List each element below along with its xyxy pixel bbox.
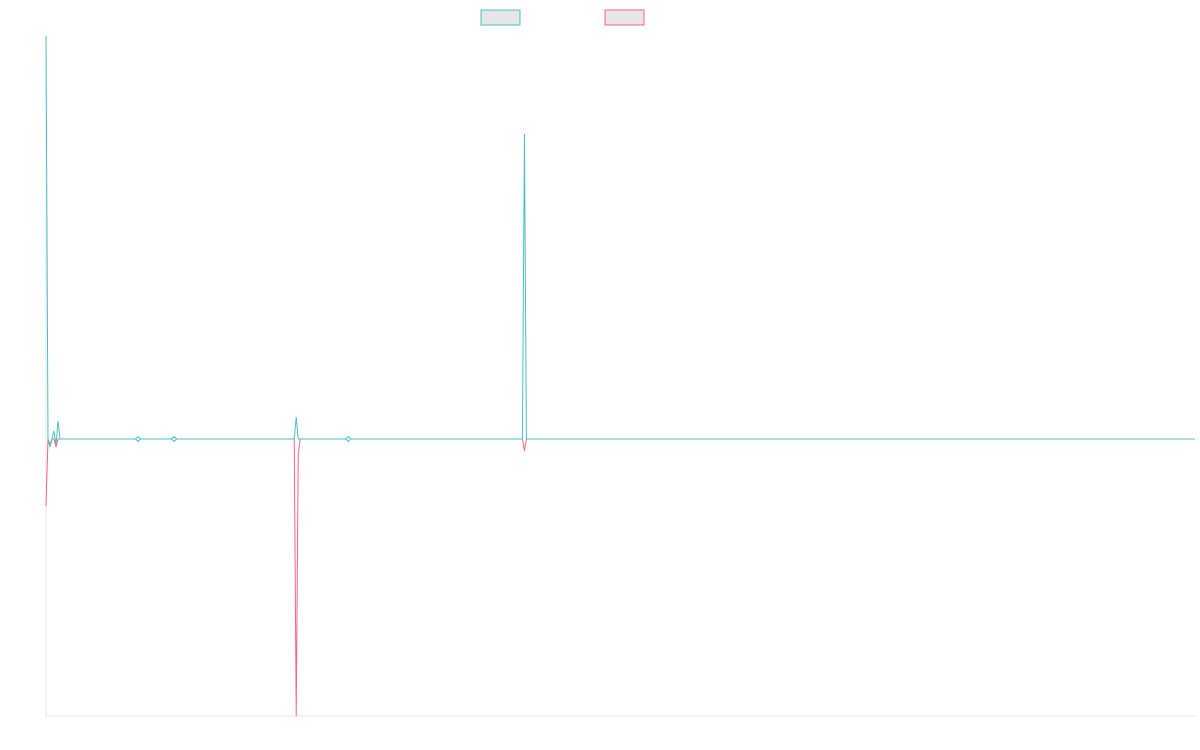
axes (45, 36, 1195, 717)
series-line-2 (45, 438, 1195, 717)
legend-item-2[interactable] (604, 9, 645, 26)
legend[interactable] (480, 9, 645, 26)
markers-group (134, 435, 352, 443)
data-point-marker-1 (134, 435, 142, 443)
legend-item-1[interactable] (480, 9, 521, 26)
data-point-marker-3 (345, 435, 352, 443)
data-point-marker-2 (170, 435, 178, 443)
series-line-1 (45, 35, 1195, 448)
series-group (45, 35, 1195, 717)
